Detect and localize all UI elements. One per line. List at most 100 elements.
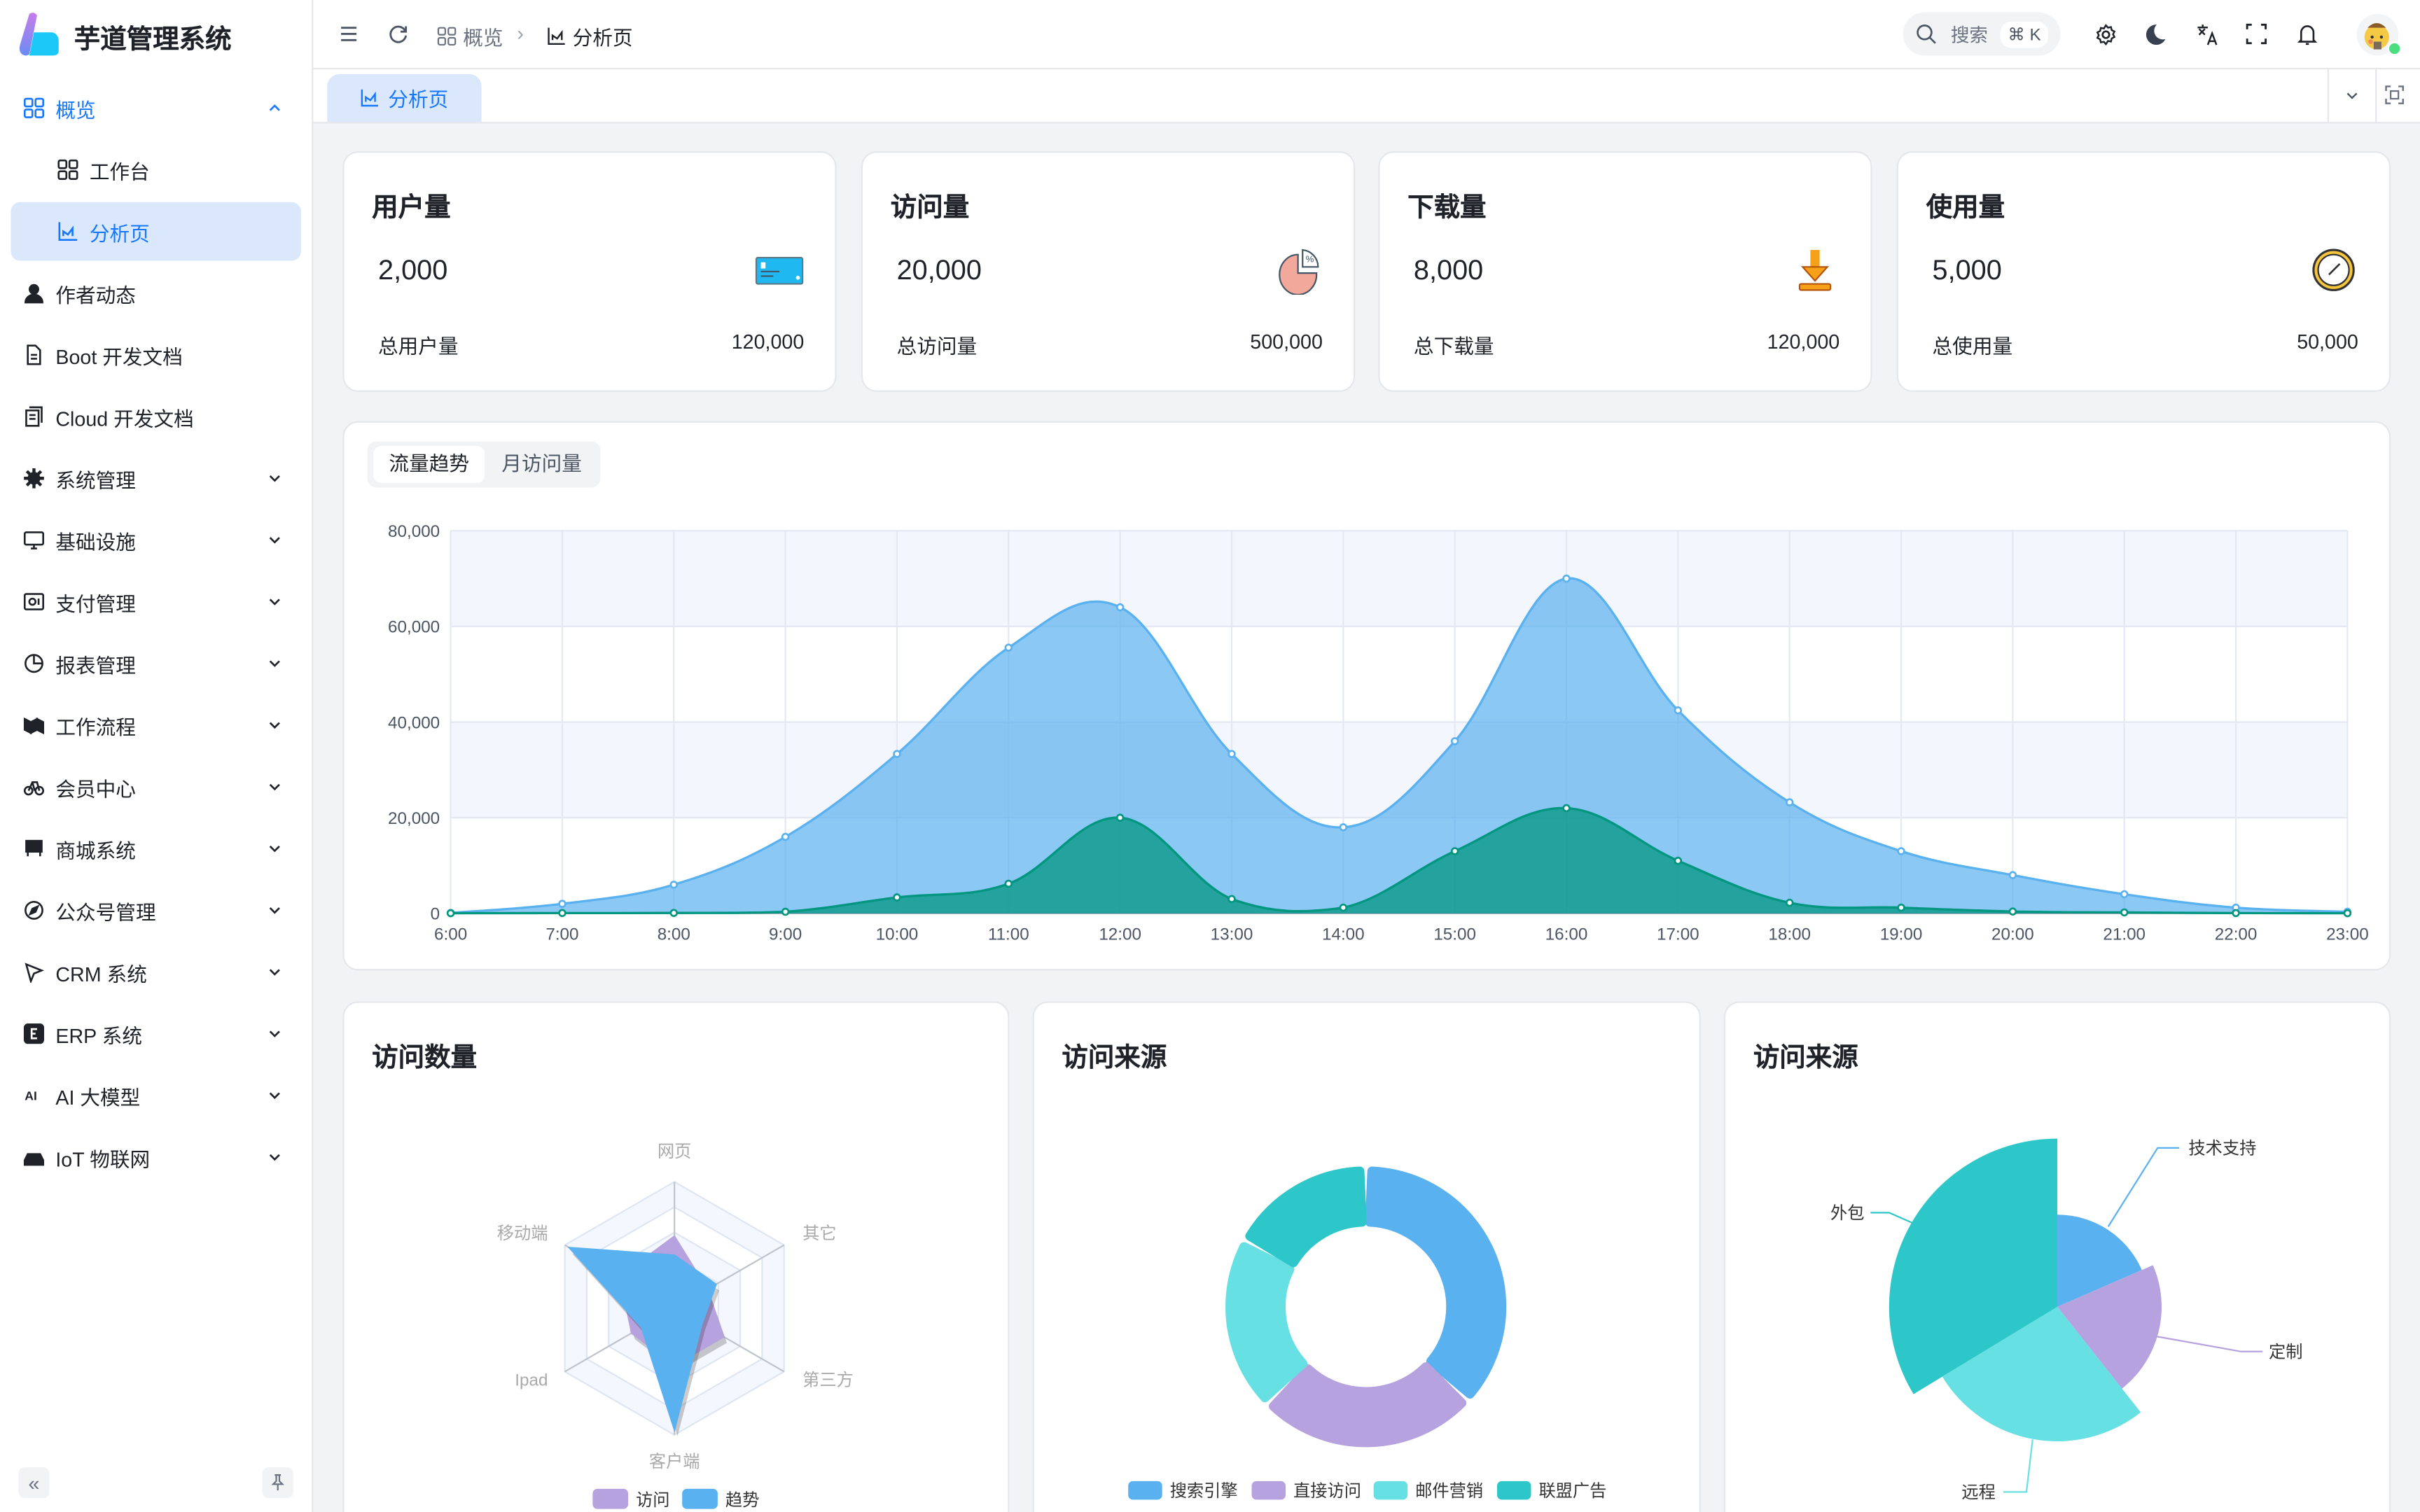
stat-value: 2,000	[377, 254, 448, 286]
sidebar-item-1[interactable]: 工作台	[11, 141, 300, 200]
breadcrumb-item-analytics: 分析页	[546, 22, 633, 51]
toggle-menu-button[interactable]	[335, 20, 363, 48]
sidebar-item-label: Cloud 开发文档	[55, 406, 194, 430]
maximize-content-button[interactable]	[2384, 85, 2406, 106]
y-tick-label: 0	[431, 905, 440, 924]
tabs-dropdown-button[interactable]	[2327, 69, 2377, 122]
stat-total-value: 50,000	[2297, 330, 2358, 354]
sidebar: 芋道管理系统 概览工作台分析页作者动态 Boot 开发文档 Cloud 开发文档系统…	[0, 0, 314, 1512]
sidebar-item-label: 支付管理	[55, 592, 136, 615]
pie-icon	[23, 652, 45, 674]
sidebar-item-17[interactable]: IoT 物联网	[11, 1128, 300, 1186]
sidebar-item-6[interactable]: 系统管理	[11, 449, 300, 507]
legend-swatch	[1251, 1480, 1286, 1500]
y-tick-label: 60,000	[388, 618, 440, 637]
sidebar-item-5[interactable]: Cloud 开发文档	[11, 387, 300, 446]
series-0-point	[1562, 574, 1571, 583]
sidebar-item-13[interactable]: 公众号管理	[11, 881, 300, 940]
sidebar-item-0[interactable]: 概览	[11, 78, 300, 137]
sidebar-item-label: IoT 物联网	[55, 1147, 151, 1170]
theme-toggle-button[interactable]	[2141, 20, 2169, 48]
tab-analytics[interactable]: 分析页	[327, 74, 482, 122]
user-avatar[interactable]	[2356, 13, 2402, 56]
series-1-point	[2343, 909, 2352, 918]
x-tick-label: 16:00	[1545, 925, 1588, 944]
wallet-icon	[23, 591, 45, 612]
tab-bar: 分析页	[313, 69, 2420, 124]
collapse-sidebar-button[interactable]: «	[18, 1467, 50, 1499]
tab-traffic-trend[interactable]: 流量趋势	[373, 445, 485, 483]
stat-title: 下载量	[1407, 192, 1487, 223]
label-line	[1870, 1212, 1914, 1224]
chevron-down-icon	[267, 594, 282, 610]
sidebar-item-12[interactable]: 商城系统	[11, 819, 300, 878]
sidebar-item-9[interactable]: 报表管理	[11, 634, 300, 693]
menu-icon	[341, 27, 357, 41]
sidebar-item-8[interactable]: 支付管理	[11, 573, 300, 631]
clock-icon	[2312, 248, 2355, 291]
refresh-button[interactable]	[384, 20, 412, 48]
x-tick-label: 13:00	[1211, 925, 1253, 944]
series-1-point	[781, 907, 790, 916]
sidebar-item-label: 基础设施	[55, 530, 136, 554]
sidebar-item-4[interactable]: Boot 开发文档	[11, 326, 300, 384]
language-button[interactable]	[2193, 20, 2221, 48]
y-tick-label: 20,000	[388, 809, 440, 828]
rose-slice	[1889, 1138, 2058, 1394]
compass-icon	[23, 899, 45, 921]
sidebar-item-15[interactable]: ERP 系统	[11, 1004, 300, 1063]
x-tick-label: 14:00	[1322, 925, 1365, 944]
pin-sidebar-button[interactable]	[262, 1467, 293, 1499]
series-0-point	[669, 881, 679, 889]
sidebar-item-3[interactable]: 作者动态	[11, 264, 300, 323]
svg-text:AI: AI	[25, 1089, 37, 1103]
search-button[interactable]: 搜索 ⌘ K	[1903, 12, 2061, 56]
series-0-point	[1674, 706, 1683, 715]
series-1-point	[1450, 847, 1459, 855]
series-0-point	[781, 832, 790, 841]
x-tick-label: 7:00	[545, 925, 578, 944]
series-1-point	[1115, 813, 1125, 822]
stat-total-label: 总使用量	[1932, 335, 2013, 358]
radar-indicator-label: 移动端	[497, 1224, 548, 1243]
app-title: 芋道管理系统	[74, 24, 232, 55]
series-1-point	[1228, 895, 1236, 904]
notifications-button[interactable]	[2293, 20, 2321, 48]
slice-label: 定制	[2269, 1343, 2302, 1362]
x-tick-label: 6:00	[434, 925, 467, 944]
iot-icon	[23, 1147, 45, 1168]
breadcrumb-item-overview[interactable]: 概览	[437, 22, 503, 51]
grid-icon	[57, 159, 79, 181]
x-tick-label: 15:00	[1433, 925, 1476, 944]
legend-label: 趋势	[725, 1491, 759, 1510]
sidebar-item-label: 分析页	[89, 221, 150, 245]
grid-band	[450, 531, 2348, 626]
sidebar-item-10[interactable]: 工作流程	[11, 696, 300, 755]
stat-title: 访问量	[890, 192, 970, 223]
monitor-icon	[23, 529, 45, 551]
sidebar-item-7[interactable]: 基础设施	[11, 511, 300, 570]
x-tick-label: 17:00	[1657, 925, 1699, 944]
legend-swatch	[1128, 1480, 1162, 1500]
online-status-dot	[2387, 41, 2402, 56]
sidebar-item-14[interactable]: CRM 系统	[11, 943, 300, 1002]
fullscreen-button[interactable]	[2243, 20, 2271, 48]
sidebar-item-label: 商城系统	[55, 838, 136, 862]
tab-monthly-visits[interactable]: 月访问量	[501, 451, 582, 475]
slice-label: 外包	[1830, 1204, 1864, 1223]
x-tick-label: 12:00	[1099, 925, 1141, 944]
double-chevron-left-icon: «	[28, 1471, 40, 1494]
sidebar-item-16[interactable]: AI AI 大模型	[11, 1066, 300, 1125]
sidebar-item-label: CRM 系统	[55, 962, 147, 986]
sidebar-item-2[interactable]: 分析页	[11, 202, 301, 261]
gear-icon	[23, 468, 45, 489]
user-icon	[23, 282, 45, 304]
stat-total-label: 总用户量	[377, 335, 459, 358]
sidebar-item-label: 工作台	[89, 160, 150, 183]
sidebar-item-11[interactable]: 会员中心	[11, 757, 300, 816]
chevron-down-icon	[267, 1149, 282, 1165]
legend-label: 直接访问	[1293, 1482, 1361, 1501]
rose-slice	[1942, 1306, 2141, 1442]
sidebar-item-label: 概览	[55, 97, 96, 122]
settings-button[interactable]	[2092, 20, 2120, 48]
